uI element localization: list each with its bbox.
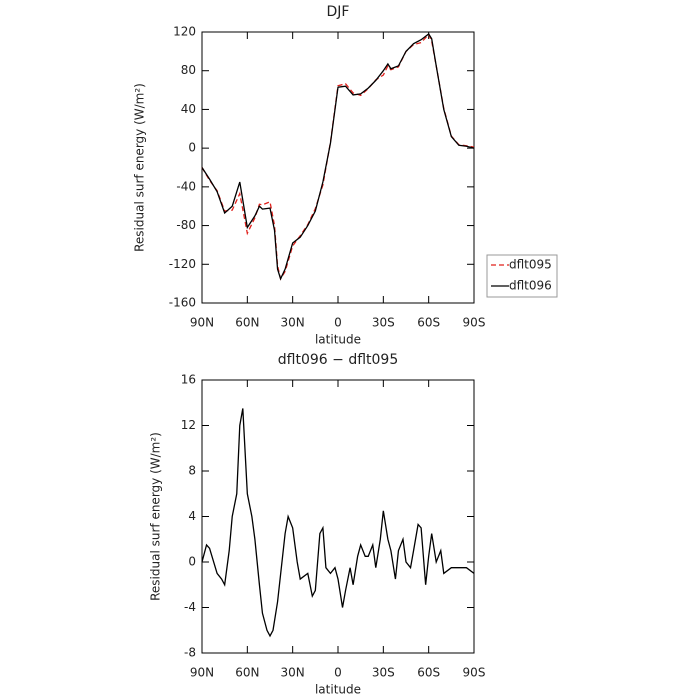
y-axis-label: Residual surf energy (W/m²) — [133, 83, 147, 252]
x-tick-label: 90S — [463, 666, 486, 680]
series-line — [201, 33, 475, 281]
y-tick-label: 0 — [188, 555, 196, 569]
legend-label: dflt096 — [509, 279, 552, 293]
y-tick-label: 0 — [188, 141, 196, 155]
y-tick-label: 120 — [173, 25, 196, 39]
y-tick-label: -8 — [184, 646, 196, 660]
y-tick-label: -80 — [176, 218, 196, 232]
x-tick-label: 0 — [334, 316, 342, 330]
chart-title: DJF — [327, 4, 350, 20]
x-axis-label: latitude — [315, 683, 361, 697]
x-axis-label: latitude — [315, 333, 361, 347]
y-tick-label: -40 — [176, 179, 196, 193]
y-tick-label: 16 — [181, 373, 196, 387]
x-tick-label: 60N — [235, 316, 259, 330]
y-tick-label: 40 — [181, 102, 196, 116]
plot-frame — [201, 379, 475, 654]
series-line — [201, 32, 475, 281]
x-tick-label: 30N — [281, 666, 305, 680]
x-tick-label: 0 — [334, 666, 342, 680]
x-tick-label: 60S — [417, 316, 440, 330]
y-tick-label: 12 — [181, 418, 196, 432]
x-tick-label: 90N — [190, 316, 214, 330]
x-tick-label: 30S — [372, 316, 395, 330]
plot-frame — [201, 31, 475, 304]
y-tick-label: 4 — [188, 509, 196, 523]
y-tick-label: 80 — [181, 63, 196, 77]
y-tick-label: -4 — [184, 600, 196, 614]
y-tick-label: 8 — [188, 464, 196, 478]
y-tick-label: -160 — [169, 296, 196, 310]
series-line — [201, 408, 475, 638]
legend-box — [486, 254, 558, 298]
x-tick-label: 30N — [281, 316, 305, 330]
x-tick-label: 60N — [235, 666, 259, 680]
chart-title: dflt096 − dflt095 — [278, 352, 398, 368]
y-axis-label: Residual surf energy (W/m²) — [149, 432, 163, 601]
y-tick-label: -120 — [169, 257, 196, 271]
x-tick-label: 30S — [372, 666, 395, 680]
x-tick-label: 60S — [417, 666, 440, 680]
x-tick-label: 90S — [463, 316, 486, 330]
legend-label: dflt095 — [509, 258, 552, 272]
x-tick-label: 90N — [190, 666, 214, 680]
